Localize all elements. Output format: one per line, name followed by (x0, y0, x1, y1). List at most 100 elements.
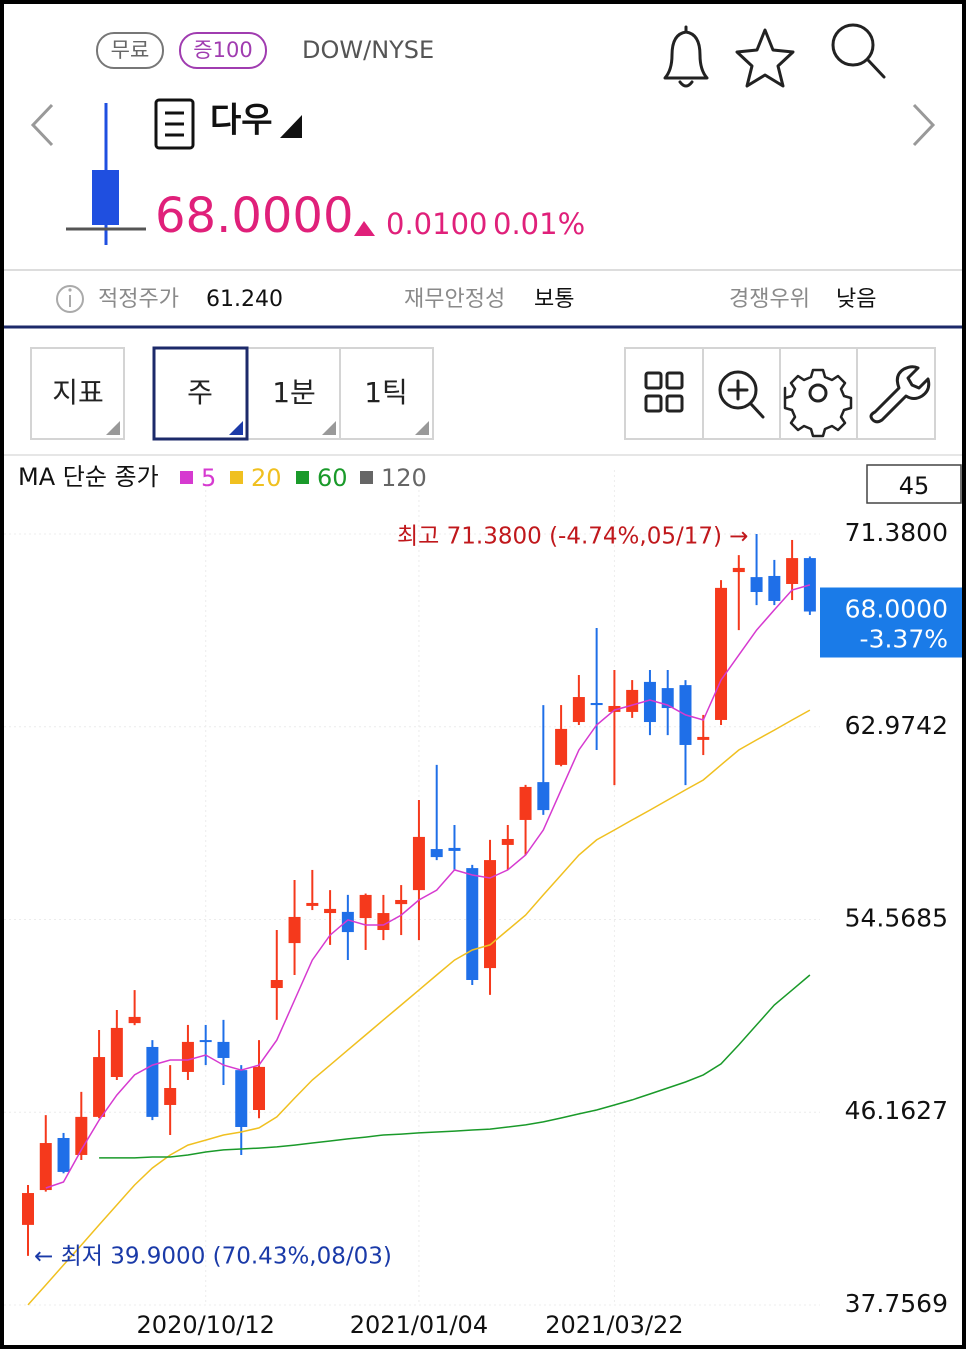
price-box-label: 68.0000 (845, 595, 948, 624)
plot: 71.3800 62.9742 54.5685 46.1627 37.7569 2020/… (4, 464, 962, 1339)
candle-body (626, 689, 639, 712)
tab-label: 1분 (272, 376, 316, 409)
legend-title: MA 단순 종가 (18, 463, 159, 491)
legend-label: 60 (317, 464, 348, 492)
legend-swatch (180, 471, 193, 484)
tab-label: 1틱 (364, 376, 408, 409)
candle-body (235, 1070, 248, 1127)
tab-button[interactable] (339, 347, 434, 440)
candle-body (395, 899, 408, 905)
candle-body (377, 913, 390, 931)
candle-body (199, 1040, 212, 1043)
candle-body (110, 1027, 123, 1077)
info-value: 보통 (534, 287, 574, 312)
badge[interactable] (179, 32, 267, 69)
ma-line (45, 584, 811, 1189)
candle-body (590, 702, 603, 706)
candle-body (484, 860, 497, 969)
low-annotation: ← 최저 39.9000 (70.43%,08/03) (34, 1243, 392, 1269)
candle-body (253, 1066, 266, 1111)
tool-button[interactable] (702, 347, 781, 440)
tab-corner (229, 421, 243, 435)
candle-body (697, 736, 710, 740)
candle-body (750, 577, 763, 593)
candle-body (555, 728, 568, 765)
next-arrow[interactable] (912, 103, 936, 147)
tab-button-selected[interactable] (152, 346, 249, 441)
candle-body (306, 902, 319, 906)
stock-name[interactable]: 다우 (210, 101, 273, 141)
candle-body (39, 1143, 52, 1191)
info-icon[interactable] (56, 285, 84, 313)
dropdown-icon[interactable] (280, 115, 302, 138)
price-box-change: -3.37% (860, 625, 948, 654)
count-box[interactable] (866, 464, 962, 504)
legend-swatch (296, 471, 309, 484)
candle-body (93, 1057, 106, 1117)
prev-arrow[interactable] (30, 103, 54, 147)
settings-icon (783, 368, 853, 438)
bell-icon[interactable] (663, 25, 709, 88)
y-tick-label: 46.1627 (845, 1096, 948, 1125)
tool-button[interactable] (779, 347, 858, 440)
candle-body (341, 911, 354, 933)
price: 68.0000 (155, 188, 354, 244)
candle-body (270, 980, 283, 989)
x-tick-label: 2020/10/12 (137, 1311, 275, 1339)
up-icon (354, 221, 375, 236)
tab-corner (106, 421, 120, 435)
badge-text: 무료 (111, 38, 150, 62)
info-value: 61.240 (206, 287, 283, 312)
y-tick-label: 71.3800 (845, 518, 948, 547)
info-value: 낮음 (836, 287, 876, 312)
candle-body (324, 908, 337, 914)
wrench-icon (869, 365, 931, 424)
candle-body (412, 836, 425, 891)
candle-body (57, 1137, 70, 1172)
info-label: 재무안정성 (404, 287, 505, 312)
tool-button[interactable] (624, 347, 704, 440)
legend-swatch (230, 471, 243, 484)
high-annotation: 최고 71.3800 (-4.74%,05/17) → (397, 524, 749, 550)
candle-body (164, 1088, 177, 1105)
candle-body (768, 575, 781, 601)
candle-body (181, 1041, 194, 1072)
star-icon[interactable] (735, 28, 795, 88)
candle-body (661, 688, 674, 709)
candle-body (803, 558, 816, 612)
candle-body (501, 838, 514, 845)
candle-body (466, 868, 479, 981)
list-icon[interactable] (154, 98, 195, 150)
candle-body (572, 697, 585, 723)
y-tick-label: 37.7569 (845, 1289, 948, 1318)
info-label: 적정주가 (98, 287, 179, 312)
candle-body (430, 849, 443, 858)
candle-body (448, 847, 461, 851)
candle-body (732, 567, 745, 573)
candle-body (146, 1046, 159, 1117)
badge (96, 32, 164, 69)
mini-candle-body (92, 170, 119, 225)
candle-body (786, 558, 799, 584)
count: 45 (899, 472, 930, 500)
search-icon[interactable] (831, 23, 886, 79)
ma-line (99, 974, 811, 1159)
grid-icon (644, 371, 684, 413)
candle-body (537, 782, 550, 811)
tool-button[interactable] (856, 347, 936, 440)
zoom-icon (718, 370, 765, 419)
candle-body (128, 1016, 141, 1024)
tab-label: 지표 (52, 376, 104, 409)
change: 0.0100 (386, 207, 487, 241)
candle-body (22, 1193, 34, 1225)
candle-body (519, 786, 532, 820)
y-tick-label: 62.9742 (845, 711, 948, 740)
tab-button[interactable] (30, 347, 125, 440)
candle-body (217, 1041, 230, 1058)
x-tick-label: 2021/03/22 (545, 1311, 683, 1339)
tab-label: 주 (187, 376, 213, 409)
candle-body (359, 894, 372, 919)
tab-corner (415, 421, 429, 435)
legend-label: 120 (381, 464, 427, 492)
